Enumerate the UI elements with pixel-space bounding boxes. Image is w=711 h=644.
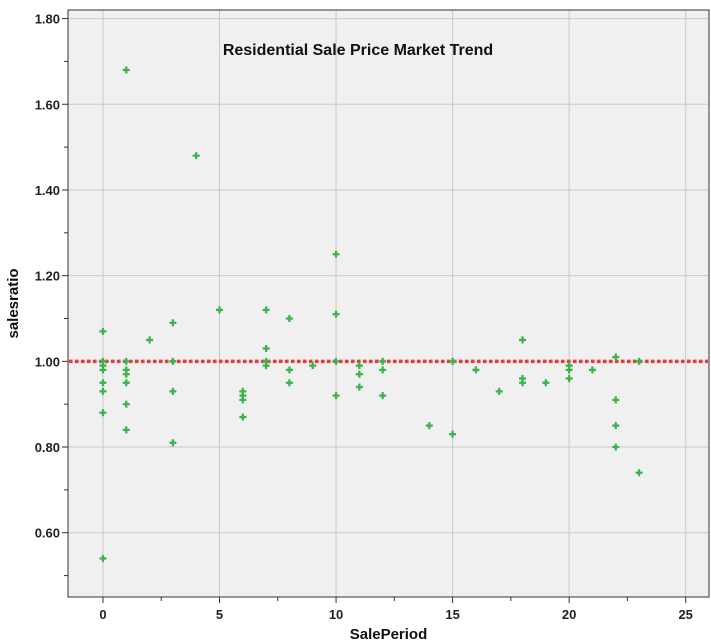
data-point [542, 379, 550, 387]
data-point [332, 392, 340, 400]
data-point [122, 357, 130, 365]
data-point [565, 374, 573, 382]
y-tick-label: 1.40 [35, 183, 60, 198]
data-point [379, 357, 387, 365]
data-point [635, 357, 643, 365]
data-point [355, 362, 363, 370]
data-point [122, 400, 130, 408]
data-point [612, 443, 620, 451]
data-point [355, 383, 363, 391]
data-point [99, 409, 107, 417]
data-point [192, 152, 200, 160]
x-tick-label: 20 [562, 607, 576, 622]
data-point [169, 439, 177, 447]
data-point [285, 314, 293, 322]
data-point [262, 344, 270, 352]
data-point [379, 366, 387, 374]
data-point [122, 426, 130, 434]
chart-title: Residential Sale Price Market Trend [223, 42, 493, 59]
data-point [99, 327, 107, 335]
data-point [472, 366, 480, 374]
data-point [379, 392, 387, 400]
x-tick-label: 10 [329, 607, 343, 622]
data-point [169, 387, 177, 395]
data-point [635, 469, 643, 477]
data-point [495, 387, 503, 395]
y-tick-label: 0.80 [35, 440, 60, 455]
data-point [169, 319, 177, 327]
data-point [612, 396, 620, 404]
data-point [99, 554, 107, 562]
data-point [169, 357, 177, 365]
data-point [99, 379, 107, 387]
data-point [309, 362, 317, 370]
y-tick-label: 1.60 [35, 97, 60, 112]
data-point [588, 366, 596, 374]
data-point [355, 370, 363, 378]
x-tick-label: 0 [99, 607, 106, 622]
plot-frame [67, 9, 710, 598]
y-axis-title: salesratio [5, 268, 22, 338]
x-tick-label: 15 [445, 607, 459, 622]
x-tick-label: 25 [678, 607, 692, 622]
data-point [239, 413, 247, 421]
data-point [612, 353, 620, 361]
y-tick-label: 1.80 [35, 12, 60, 27]
data-point [99, 387, 107, 395]
data-point [122, 370, 130, 378]
x-tick-label: 5 [216, 607, 223, 622]
x-axis-title: SalePeriod [350, 626, 428, 643]
data-point [565, 366, 573, 374]
data-point [332, 357, 340, 365]
data-point [146, 336, 154, 344]
data-points [99, 66, 643, 562]
y-tick-label: 1.20 [35, 269, 60, 284]
data-point [285, 379, 293, 387]
data-point [449, 430, 457, 438]
data-point [99, 366, 107, 374]
data-point [262, 362, 270, 370]
grid [68, 10, 709, 597]
data-point [332, 250, 340, 258]
data-point [519, 379, 527, 387]
data-point [449, 357, 457, 365]
data-point [425, 422, 433, 430]
data-point [239, 396, 247, 404]
data-point [612, 422, 620, 430]
y-tick-label: 1.00 [35, 354, 60, 369]
data-point [519, 336, 527, 344]
data-point [262, 306, 270, 314]
plot-area [68, 10, 709, 597]
data-point [332, 310, 340, 318]
data-point [285, 366, 293, 374]
data-point [122, 66, 130, 74]
data-point [122, 379, 130, 387]
y-tick-label: 0.60 [35, 526, 60, 541]
data-point [216, 306, 224, 314]
axis-ticks: 0 5 10 15 20 25 0.60 0.80 1.00 1.20 1.40 1.60 1.80 [35, 12, 693, 622]
